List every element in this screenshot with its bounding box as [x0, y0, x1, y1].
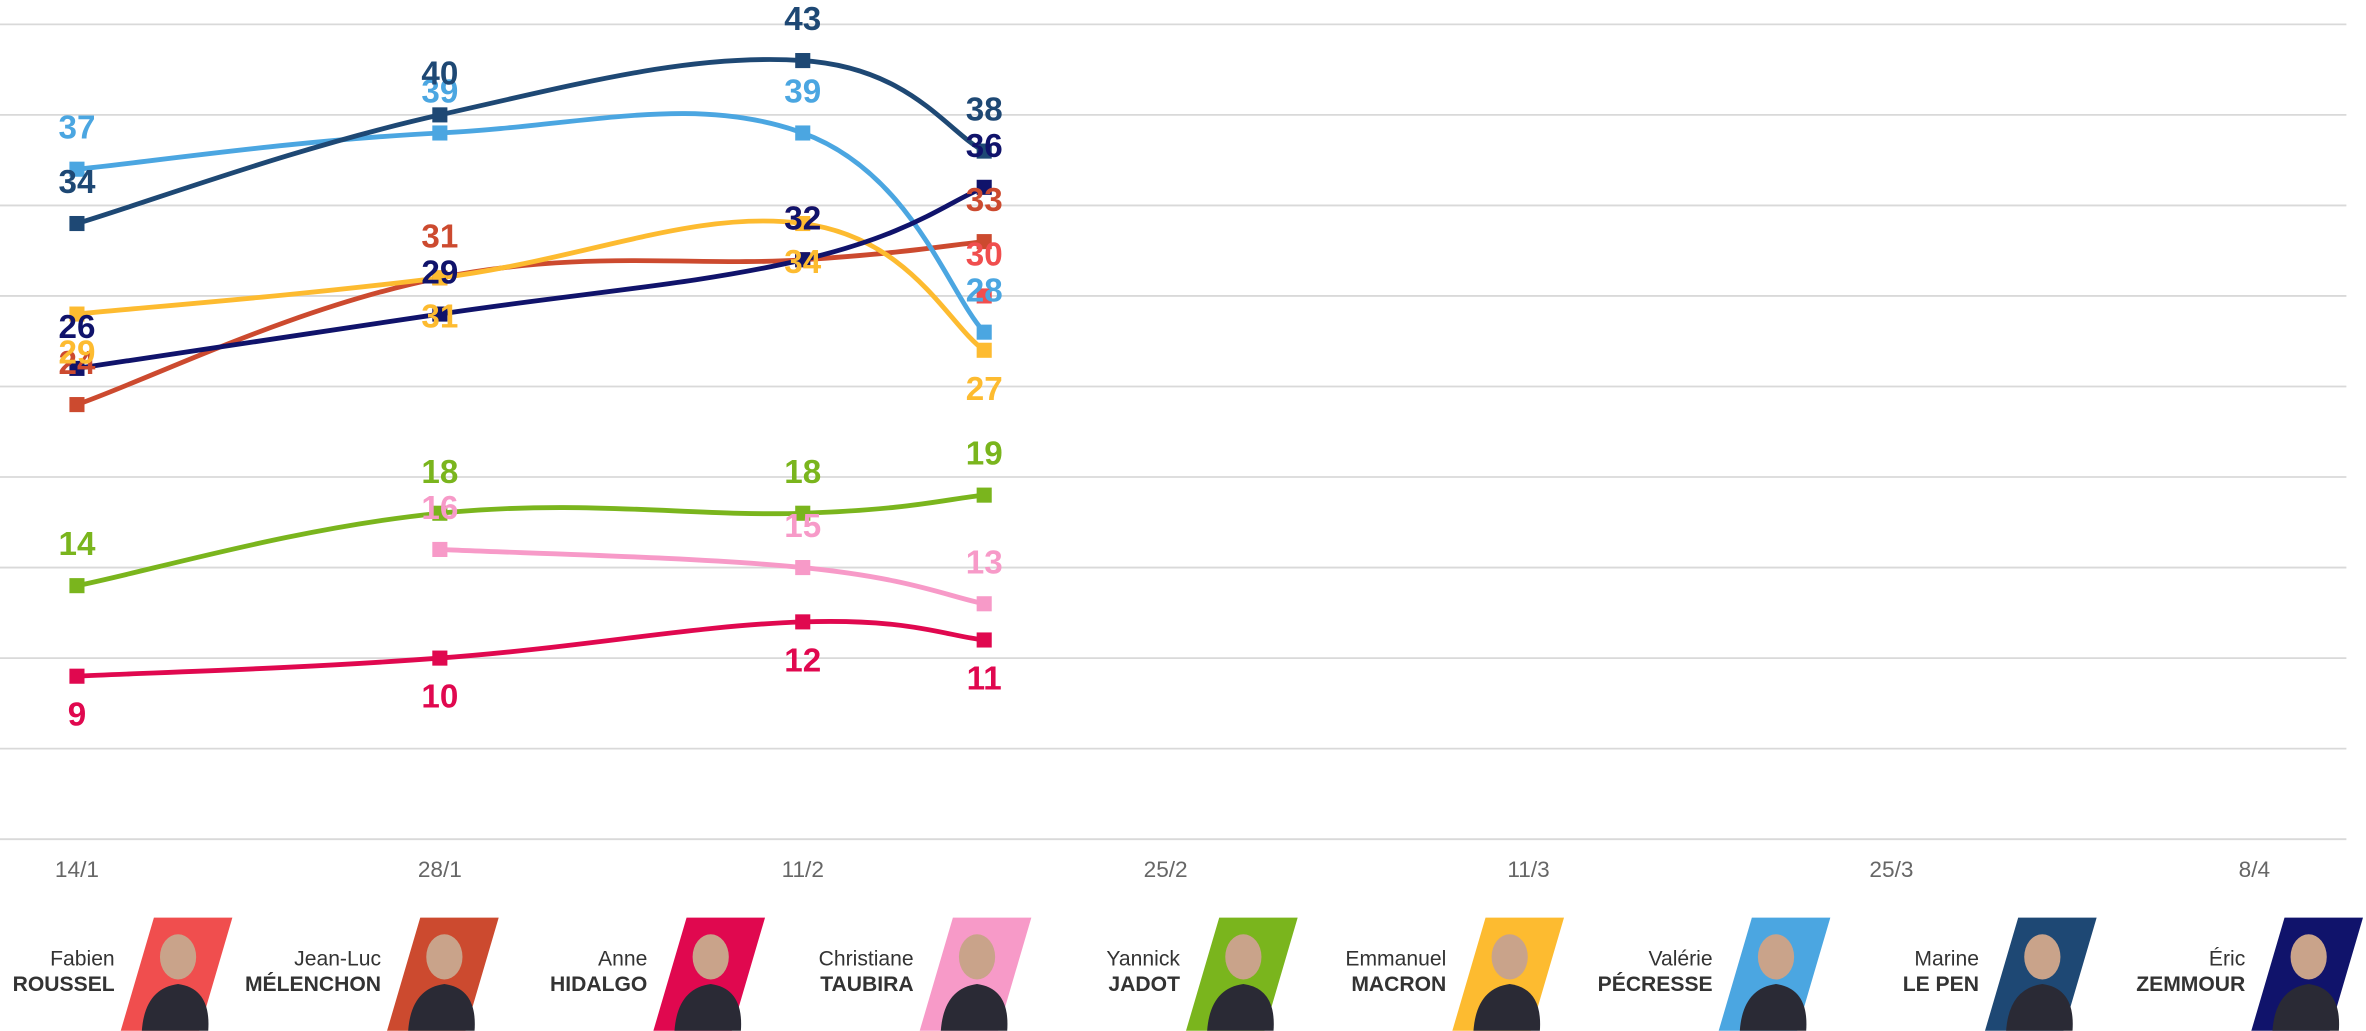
legend-last-name: HIDALGO: [550, 973, 647, 996]
legend-item: Jean-Luc MÉLENCHON: [245, 918, 499, 1031]
legend-last-name: PÉCRESSE: [1598, 973, 1713, 996]
legend-last-name: ROUSSEL: [13, 973, 115, 996]
legend-first-name: Christiane: [819, 947, 914, 970]
x-tick-label: 25/3: [1869, 857, 1913, 882]
x-tick-label: 14/1: [55, 857, 99, 882]
lines: [69, 53, 991, 684]
marker: [795, 614, 810, 629]
marker: [432, 542, 447, 557]
marker: [69, 669, 84, 684]
value-label: 19: [966, 436, 1003, 473]
portrait-head: [693, 934, 729, 979]
marker: [977, 325, 992, 340]
value-label: 28: [966, 273, 1003, 310]
portrait-head: [1225, 934, 1261, 979]
marker: [977, 596, 992, 611]
legend-last-name: LE PEN: [1903, 973, 1979, 996]
marker: [977, 632, 992, 647]
value-label: 34: [58, 164, 95, 201]
value-label: 18: [784, 454, 821, 491]
x-tick-label: 11/2: [782, 857, 824, 882]
series-line: [440, 549, 984, 603]
legend-item: Christiane TAUBIRA: [819, 918, 1032, 1031]
x-tick-label: 8/4: [2239, 857, 2270, 882]
marker: [977, 343, 992, 358]
value-label: 12: [784, 642, 821, 679]
portrait-head: [1492, 934, 1528, 979]
chart: 14/128/111/225/211/325/38/4 302431323391…: [0, 0, 2366, 1031]
value-label: 16: [421, 490, 458, 527]
legend-last-name: MACRON: [1351, 973, 1446, 996]
value-label: 11: [967, 660, 1002, 697]
x-tick-label: 25/2: [1144, 857, 1188, 882]
legend-last-name: ZEMMOUR: [2136, 973, 2245, 996]
value-label: 18: [421, 454, 458, 491]
marker: [977, 488, 992, 503]
value-label: 27: [966, 371, 1003, 408]
portrait-head: [2024, 934, 2060, 979]
portrait-head: [2291, 934, 2327, 979]
value-label: 13: [966, 544, 1003, 581]
value-label: 34: [784, 244, 821, 281]
series-line: [77, 221, 984, 350]
marker: [69, 578, 84, 593]
value-label: 33: [966, 182, 1003, 219]
marker: [795, 125, 810, 140]
marker: [432, 125, 447, 140]
legend-item: Fabien ROUSSEL: [13, 918, 233, 1031]
legend: Fabien ROUSSEL Jean-Luc MÉLENCHON Anne HIDALG…: [13, 918, 2363, 1031]
marker: [795, 560, 810, 575]
value-label: 29: [421, 255, 458, 292]
legend-item: Marine LE PEN: [1903, 918, 2097, 1031]
value-label: 40: [421, 55, 458, 92]
value-label: 31: [421, 218, 458, 255]
portrait-head: [959, 934, 995, 979]
value-label: 39: [784, 74, 821, 111]
value-label: 26: [58, 309, 95, 346]
legend-item: Anne HIDALGO: [550, 918, 765, 1031]
portrait-head: [160, 934, 196, 979]
series-line: [77, 187, 984, 368]
legend-item: Éric ZEMMOUR: [2136, 918, 2363, 1031]
marker: [432, 651, 447, 666]
x-tick-label: 11/3: [1507, 857, 1549, 882]
legend-first-name: Anne: [598, 947, 647, 970]
legend-item: Yannick JADOT: [1106, 918, 1297, 1031]
x-tick-label: 28/1: [418, 857, 462, 882]
series-line: [77, 621, 984, 676]
legend-first-name: Fabien: [50, 947, 115, 970]
legend-first-name: Jean-Luc: [294, 947, 381, 970]
series-line: [77, 242, 984, 405]
page: {"chart_data": {"type": "line", "x": ["1…: [0, 0, 2366, 1031]
portrait-head: [426, 934, 462, 979]
value-label: 9: [68, 697, 86, 734]
portrait-head: [1758, 934, 1794, 979]
value-label: 14: [58, 526, 95, 563]
legend-last-name: JADOT: [1108, 973, 1180, 996]
legend-last-name: MÉLENCHON: [245, 973, 381, 996]
value-label: 43: [784, 1, 821, 38]
value-label: 32: [784, 200, 821, 237]
marker: [69, 397, 84, 412]
legend-first-name: Yannick: [1106, 947, 1180, 970]
value-label: 36: [966, 128, 1003, 165]
legend-last-name: TAUBIRA: [820, 973, 913, 996]
legend-first-name: Valérie: [1648, 947, 1712, 970]
value-label: 31: [421, 298, 458, 335]
legend-first-name: Éric: [2209, 947, 2245, 970]
legend-item: Valérie PÉCRESSE: [1598, 918, 1831, 1031]
value-label: 10: [421, 679, 458, 716]
value-label: 38: [966, 92, 1003, 129]
legend-item: Emmanuel MACRON: [1345, 918, 1564, 1031]
marker: [69, 216, 84, 231]
value-label: 37: [58, 110, 95, 147]
legend-first-name: Emmanuel: [1345, 947, 1446, 970]
value-label: 30: [966, 236, 1003, 273]
marker: [795, 53, 810, 68]
value-label: 15: [784, 508, 821, 545]
legend-first-name: Marine: [1914, 947, 1979, 970]
series-line: [77, 59, 984, 223]
grid: 14/1 28/1 11/2 25/2 11/3 25/3 8/4: [0, 24, 2346, 881]
